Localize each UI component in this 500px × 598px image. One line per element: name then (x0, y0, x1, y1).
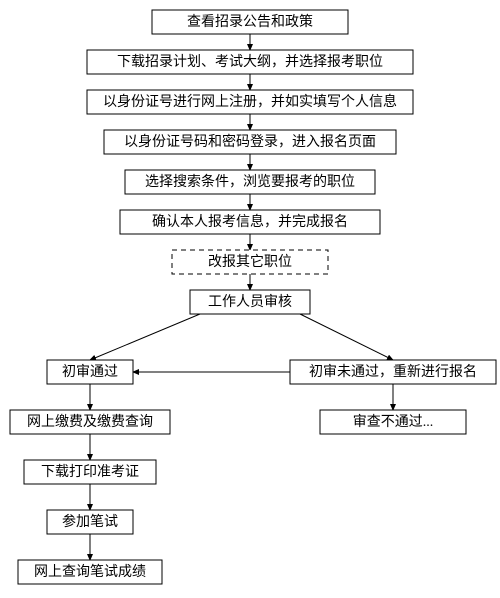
flowchart-canvas: 查看招录公告和政策下载招录计划、考试大纲，并选择报考职位以身份证号进行网上注册，… (0, 0, 500, 598)
flow-node-n6: 确认本人报考信息，并完成报名 (120, 210, 380, 234)
flow-node-label: 网上缴费及缴费查询 (27, 414, 153, 430)
flow-node-label: 查看招录公告和政策 (187, 13, 313, 30)
flow-node-n3: 以身份证号进行网上注册，并如实填写个人信息 (87, 90, 413, 114)
flow-node-label: 下载招录计划、考试大纲，并选择报考职位 (117, 54, 383, 70)
flow-node-label: 初审通过 (62, 363, 118, 380)
flow-node-label: 确认本人报考信息，并完成报名 (152, 213, 348, 230)
flow-node-label: 改报其它职位 (208, 253, 292, 270)
flow-node-n7: 改报其它职位 (172, 250, 328, 274)
flow-node-label: 下载打印准考证 (41, 463, 139, 480)
flow-node-n1: 查看招录公告和政策 (152, 10, 348, 34)
flow-node-n2: 下载招录计划、考试大纲，并选择报考职位 (87, 50, 413, 74)
flow-node-n15: 网上查询笔试成绩 (18, 560, 162, 584)
flow-node-n13: 下载打印准考证 (24, 460, 156, 484)
flow-node-label: 参加笔试 (62, 513, 118, 530)
flow-arrow-a8 (90, 314, 200, 360)
flow-node-n8: 工作人员审核 (190, 290, 310, 314)
flow-node-label: 初审未通过，重新进行报名 (309, 363, 477, 380)
flow-node-n14: 参加笔试 (47, 510, 133, 534)
flow-node-label: 以身份证号进行网上注册，并如实填写个人信息 (103, 93, 397, 110)
flow-node-label: 以身份证号码和密码登录，进入报名页面 (124, 133, 376, 150)
flow-arrow-a9 (300, 314, 393, 360)
flow-node-n4: 以身份证号码和密码登录，进入报名页面 (104, 130, 396, 154)
flow-node-n10: 初审未通过，重新进行报名 (290, 360, 496, 384)
flow-node-label: 网上查询笔试成绩 (34, 564, 146, 580)
flow-node-label: 工作人员审核 (208, 294, 292, 310)
flow-node-label: 选择搜索条件，浏览要报考的职位 (145, 173, 355, 190)
flow-node-label: 审查不通过... (353, 414, 434, 430)
flow-node-n12: 审查不通过... (320, 410, 466, 434)
flow-node-n5: 选择搜索条件，浏览要报考的职位 (125, 170, 375, 194)
flow-node-n11: 网上缴费及缴费查询 (10, 410, 170, 434)
flow-node-n9: 初审通过 (47, 360, 133, 384)
